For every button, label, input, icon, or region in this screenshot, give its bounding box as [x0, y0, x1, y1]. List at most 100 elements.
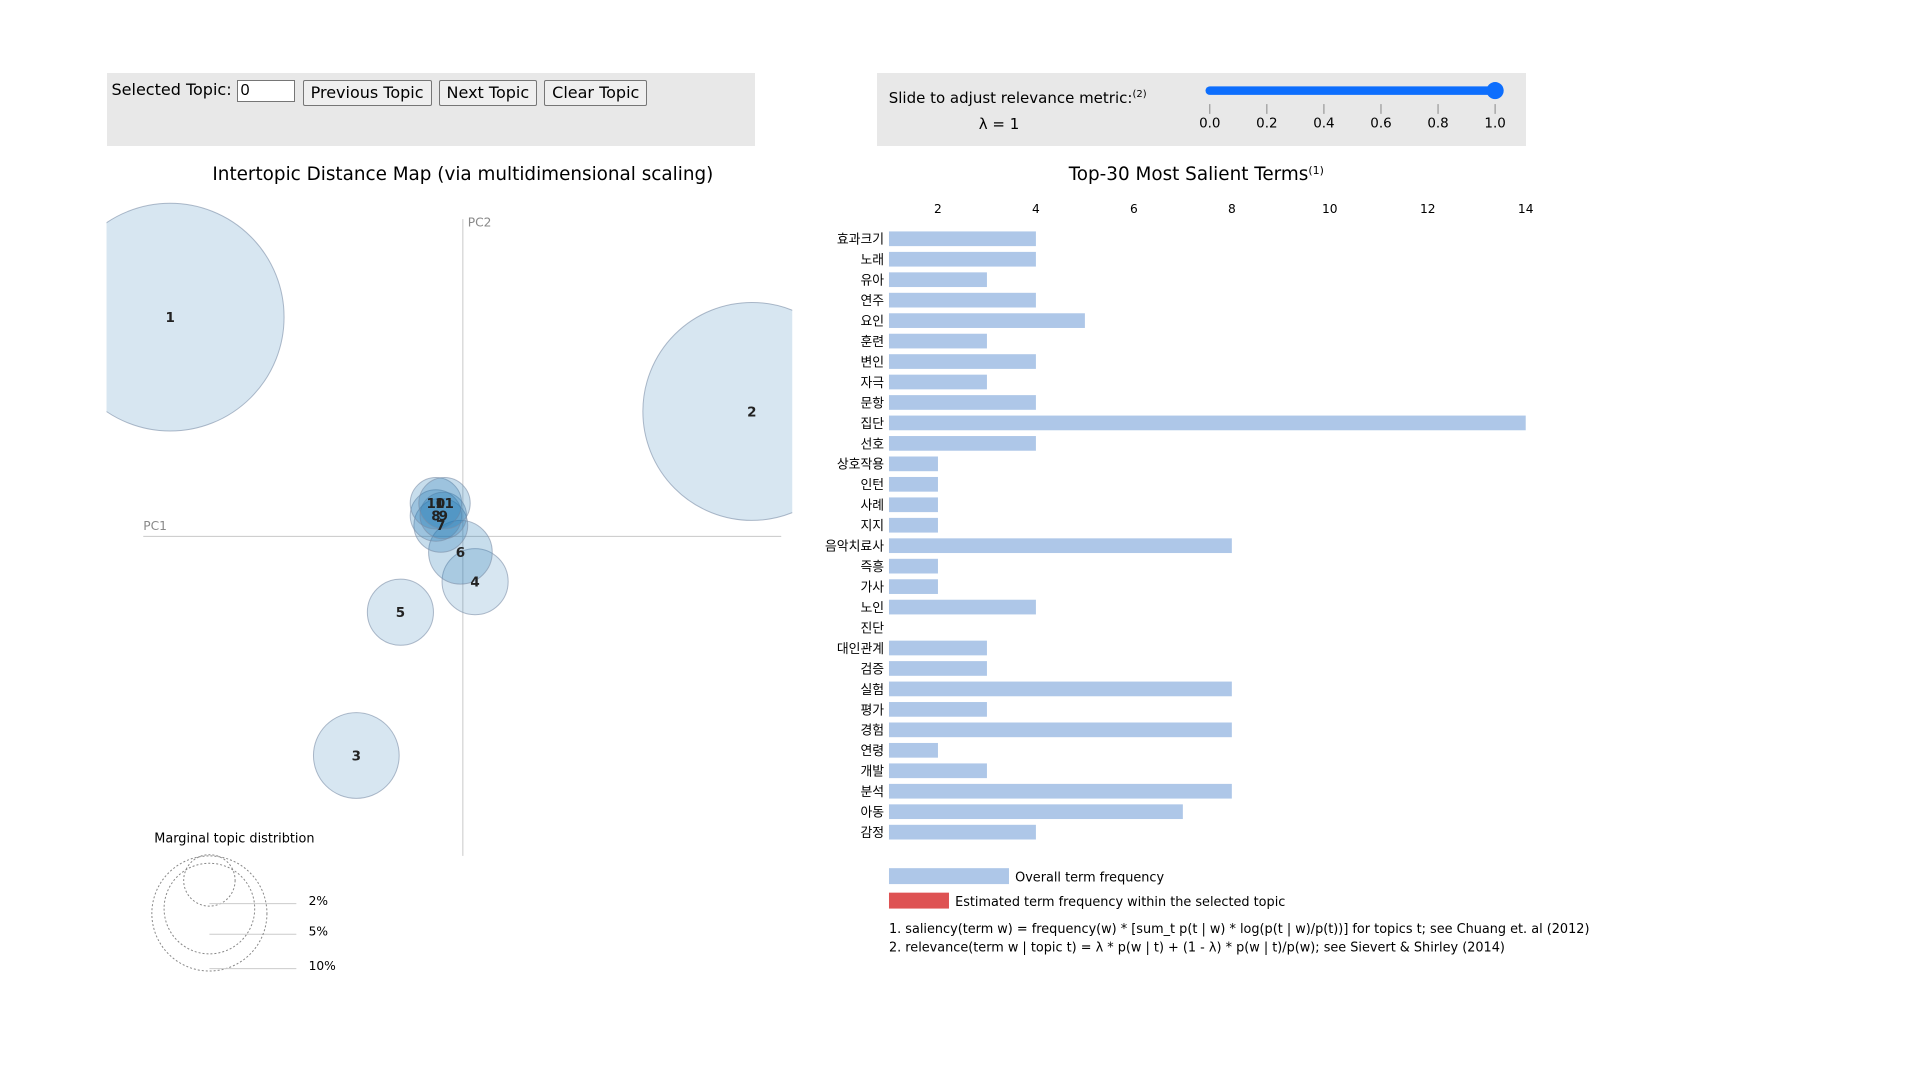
legend-ring-label-2: 10%	[309, 959, 336, 973]
slider-thumb[interactable]	[1486, 82, 1504, 100]
bar-14	[888, 497, 938, 513]
topic-circle-1	[106, 202, 285, 432]
bar-10	[888, 415, 1526, 431]
term-label[interactable]: 실험	[860, 683, 884, 698]
topic-label-11: 11	[435, 497, 454, 512]
x-tick-label-2: 2	[934, 202, 942, 216]
topic-label-7: 7	[436, 519, 445, 534]
x-tick-label-8: 8	[1228, 202, 1236, 216]
term-label[interactable]: 노인	[860, 601, 884, 616]
term-label[interactable]: 연령	[860, 744, 884, 759]
term-label[interactable]: 유아	[860, 274, 884, 289]
term-label[interactable]: 선호	[860, 437, 884, 452]
term-label[interactable]: 진단	[860, 621, 884, 636]
bar-24	[888, 702, 987, 717]
legend-ring-label-0: 2%	[309, 894, 328, 908]
term-label[interactable]: 연주	[860, 294, 884, 309]
term-label[interactable]: 집단	[860, 417, 884, 432]
pc2-axis-label: PC2	[468, 216, 492, 230]
bar-29	[888, 804, 1183, 820]
topic-label-8: 8	[431, 509, 440, 524]
topic-controls-panel: Selected Topic: Previous Topic Next Topi…	[106, 73, 756, 146]
overall-frequency-swatch	[888, 868, 1009, 885]
term-label[interactable]: 노래	[860, 253, 884, 268]
topic-circle-5	[366, 578, 434, 646]
term-label[interactable]: 가사	[860, 581, 884, 596]
bar-5	[888, 313, 1085, 328]
term-label[interactable]: 아동	[860, 806, 884, 821]
topic-label-3: 3	[352, 749, 361, 764]
term-label[interactable]: 경험	[860, 724, 884, 739]
x-tick-label-10: 10	[1322, 202, 1338, 216]
term-label[interactable]: 사례	[860, 499, 884, 514]
topic-circle-3	[312, 712, 400, 799]
term-label[interactable]: 효과크기	[837, 233, 884, 248]
relevance-label-wrap: Slide to adjust relevance metric:(2)	[889, 89, 1147, 107]
term-label[interactable]: 문항	[860, 396, 884, 411]
pc1-axis-label: PC1	[143, 519, 167, 533]
x-tick-label-4: 4	[1032, 202, 1040, 216]
bar-18	[888, 579, 938, 594]
bar-27	[888, 763, 987, 779]
slider-tick-label: 0.8	[1427, 116, 1448, 131]
bar-19	[888, 599, 1036, 615]
previous-topic-button[interactable]: Previous Topic	[302, 79, 432, 106]
topic-circle-7	[413, 497, 469, 553]
term-label[interactable]: 검증	[860, 662, 884, 677]
selected-topic-input[interactable]	[236, 79, 295, 102]
x-tick-label-12: 12	[1420, 202, 1436, 216]
bar-26	[888, 742, 938, 758]
overall-frequency-label: Overall term frequency	[1015, 871, 1164, 886]
term-label[interactable]: 인턴	[860, 478, 884, 493]
bar-21	[888, 640, 987, 656]
selected-topic-label: Selected Topic:	[111, 79, 232, 99]
marginal-distribution-title: Marginal topic distribtion	[154, 831, 314, 846]
term-label[interactable]: 평가	[860, 703, 884, 718]
clear-topic-button[interactable]: Clear Topic	[544, 79, 648, 106]
term-label[interactable]: 즉흥	[860, 560, 884, 575]
slider-tick-label: 0.2	[1256, 116, 1277, 131]
bar-12	[888, 456, 938, 472]
bar-7	[888, 354, 1036, 369]
bar-11	[888, 436, 1036, 451]
topic-label-6: 6	[456, 546, 465, 561]
topic-circle-10	[409, 477, 463, 530]
bar-3	[888, 272, 987, 288]
bar-28	[888, 783, 1232, 799]
selected-topic-frequency-swatch	[888, 892, 949, 909]
term-label[interactable]: 요인	[860, 315, 884, 330]
bar-x-axis: 2 4 6 8 10 12 14	[934, 202, 1534, 216]
salient-terms-title-main: Top-30 Most Salient Terms	[1068, 164, 1309, 185]
term-label[interactable]: 대인관계	[837, 642, 884, 657]
term-labels[interactable]: 효과크기노래유아연주요인훈련변인자극문항집단선호상호작용인턴사례지지음악치료사즉…	[825, 233, 884, 841]
term-label[interactable]: 음악치료사	[825, 540, 884, 555]
term-label[interactable]: 상호작용	[837, 458, 884, 473]
slider-tick-label: 0.4	[1313, 116, 1334, 131]
slider-tick-label: 0.0	[1199, 116, 1220, 131]
next-topic-button[interactable]: Next Topic	[438, 79, 538, 106]
bar-legend: Overall term frequency Estimated term fr…	[888, 868, 1285, 910]
bar-30	[888, 824, 1036, 840]
lambda-slider[interactable]: 0.0 0.2 0.4 0.6 0.8 1.0	[1199, 82, 1506, 131]
term-label[interactable]: 분석	[860, 785, 884, 800]
term-label[interactable]: 감정	[860, 826, 884, 841]
relevance-panel: Slide to adjust relevance metric:(2) λ =…	[876, 73, 1526, 146]
salient-terms-title-text: Top-30 Most Salient Terms(1)	[1068, 164, 1324, 185]
bar-6	[888, 333, 987, 349]
bar-9	[888, 395, 1036, 410]
term-label[interactable]: 지지	[860, 519, 884, 534]
legend-ring-label-1: 5%	[309, 925, 328, 939]
legend-ring-0	[183, 854, 236, 907]
bar-13	[888, 476, 938, 492]
saliency-footnote: 1. saliency(term w) = frequency(w) * [su…	[889, 922, 1590, 937]
term-label[interactable]: 변인	[860, 355, 884, 370]
bar-16	[888, 538, 1232, 554]
term-label[interactable]: 훈련	[860, 335, 884, 350]
intertopic-map-title: Intertopic Distance Map (via multidimens…	[212, 164, 713, 185]
term-label[interactable]: 개발	[860, 765, 884, 780]
x-tick-label-6: 6	[1130, 202, 1138, 216]
term-label[interactable]: 자극	[860, 376, 884, 391]
topic-label-5: 5	[396, 606, 405, 621]
